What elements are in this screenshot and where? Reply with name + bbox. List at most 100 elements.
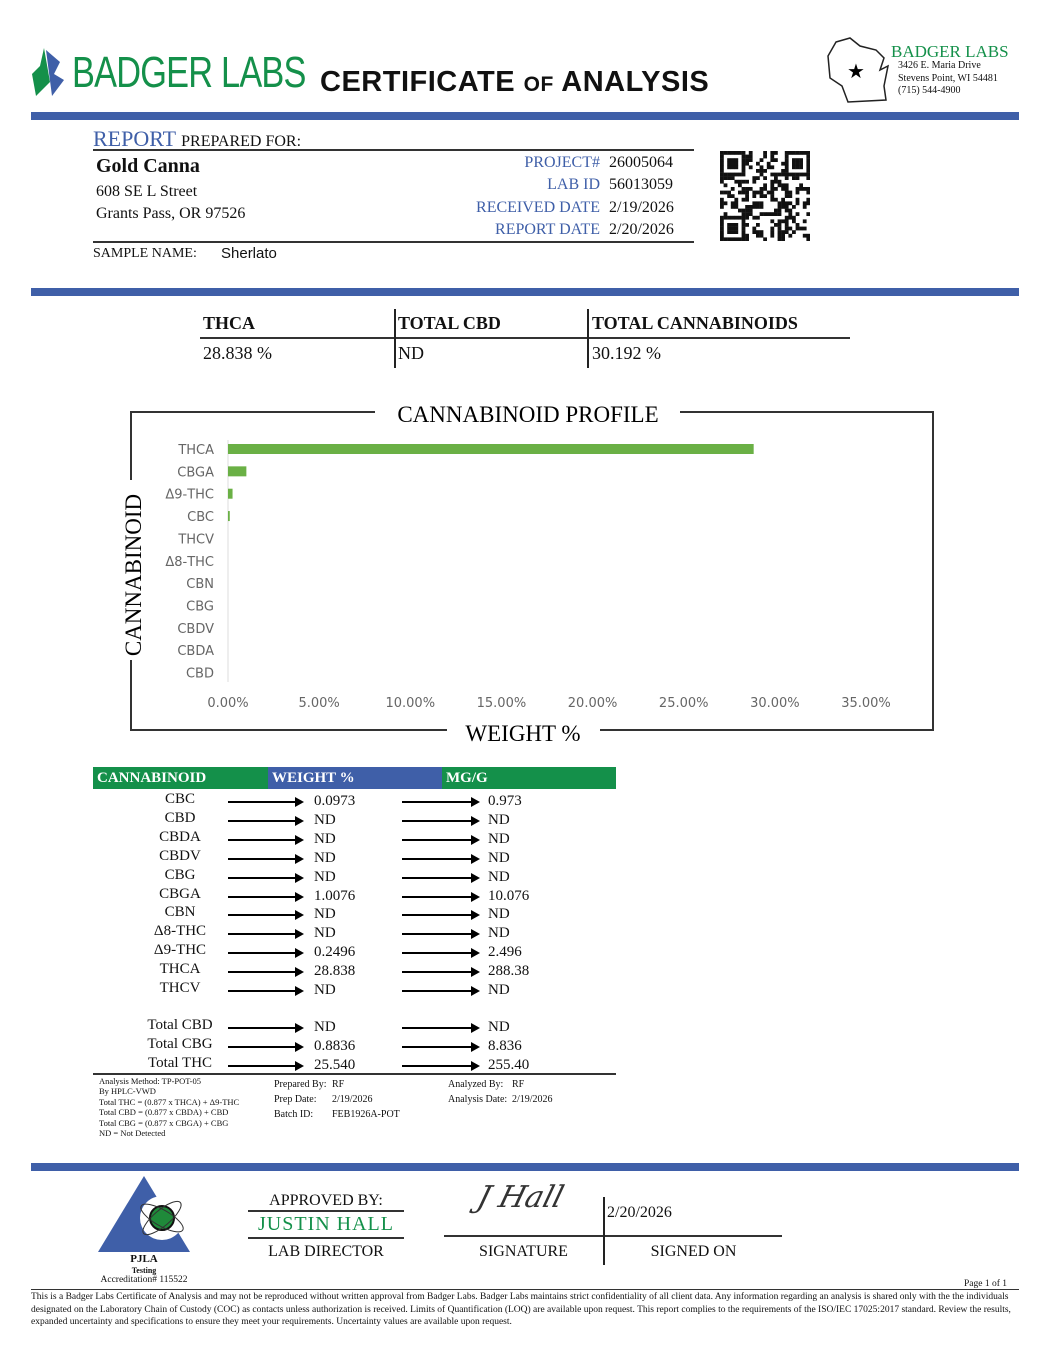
arrow-icon (402, 929, 480, 940)
qr-module (741, 187, 746, 191)
qr-module (770, 219, 775, 224)
qr-module (788, 233, 793, 238)
qr-module (777, 219, 782, 224)
label: Analyzed By: (448, 1079, 504, 1090)
qr-module (723, 183, 728, 188)
qr-module (756, 201, 760, 206)
value: RF (332, 1079, 345, 1090)
qr-module (745, 237, 749, 241)
qr-module (741, 219, 746, 224)
x-tick-label: 0.00% (207, 696, 248, 711)
qr-module (759, 165, 764, 170)
bar (228, 444, 754, 454)
qr-module (734, 226, 739, 231)
qr-module (741, 169, 746, 173)
qr-module (748, 212, 753, 216)
cannabinoid-name: CBC (164, 791, 195, 807)
qr-module (795, 165, 800, 170)
qr-module (741, 230, 746, 234)
qr-module (741, 237, 746, 241)
qr-module (723, 237, 728, 241)
qr-module (745, 233, 749, 238)
arrow-icon (228, 834, 304, 845)
qr-module (741, 197, 746, 202)
divider (93, 1073, 616, 1075)
qr-module (770, 165, 775, 170)
client-address: 608 SE L Street (96, 183, 198, 200)
qr-module (781, 201, 785, 206)
value: FEB1926A-POT (332, 1109, 400, 1120)
chart-title: CANNABINOID PROFILE (397, 402, 658, 427)
qr-module (720, 223, 724, 227)
qr-module (777, 212, 782, 216)
category-label: Δ8-THC (165, 555, 214, 570)
qr-module (788, 208, 793, 213)
cannabinoid-name: Total CBD (147, 1017, 213, 1033)
qr-module (792, 215, 796, 220)
qr-module (730, 151, 735, 155)
qr-module (730, 187, 735, 191)
qr-module (741, 172, 746, 177)
divider (587, 309, 589, 368)
qr-module (770, 179, 775, 184)
category-label: THCA (177, 443, 214, 458)
qr-code[interactable] (720, 151, 810, 241)
qr-module (752, 194, 757, 198)
cannabinoid-name: CBG (164, 866, 196, 883)
qr-module (802, 219, 807, 224)
category-label: Δ9-THC (165, 488, 214, 503)
qr-module (730, 230, 735, 234)
qr-module (734, 237, 739, 241)
mg-per-g: ND (488, 1019, 510, 1035)
qr-module (806, 169, 810, 173)
qr-module (730, 176, 735, 180)
qr-module (723, 215, 728, 220)
qr-module (792, 158, 796, 162)
qr-module (720, 233, 724, 238)
qr-module (781, 205, 785, 209)
method-note: By HPLC-VWD (99, 1086, 156, 1097)
qr-module (741, 223, 746, 227)
qr-module (720, 219, 724, 224)
x-tick-label: 15.00% (477, 696, 527, 711)
arrow-icon (402, 853, 480, 864)
qr-module (795, 226, 800, 231)
qr-module (781, 187, 785, 191)
qr-module (727, 226, 731, 231)
qr-module (770, 154, 775, 159)
qr-module (745, 208, 749, 213)
qr-module (784, 169, 789, 173)
qr-module (777, 208, 782, 213)
qr-module (795, 212, 800, 216)
qr-module (727, 230, 731, 234)
qr-module (734, 158, 739, 162)
cannabinoid-name: Δ8-THC (153, 923, 207, 940)
qr-module (784, 208, 789, 213)
qr-module (752, 176, 757, 180)
qr-module (723, 190, 728, 195)
mg-per-g: 0.973 (488, 793, 522, 809)
mg-per-g: ND (488, 925, 510, 942)
qr-module (802, 151, 807, 155)
qr-module (784, 183, 789, 188)
qr-module (777, 183, 782, 188)
qr-module (727, 172, 731, 177)
qr-module (734, 165, 739, 170)
qr-module (720, 151, 724, 155)
qr-module (795, 151, 800, 155)
value: 2/19/2026 (512, 1094, 553, 1105)
qr-module (759, 169, 764, 173)
qr-module (784, 205, 789, 209)
qr-module (759, 194, 764, 198)
qr-module (774, 187, 778, 191)
weight-percent: ND (314, 925, 336, 942)
qr-module (756, 190, 760, 195)
qr-module (766, 190, 771, 195)
arrow-icon (402, 1023, 480, 1033)
x-tick-label: 25.00% (659, 696, 709, 711)
qr-module (781, 197, 785, 202)
qr-module (763, 176, 767, 180)
qr-module (806, 201, 810, 206)
qr-module (763, 194, 767, 198)
qr-module (734, 161, 739, 166)
